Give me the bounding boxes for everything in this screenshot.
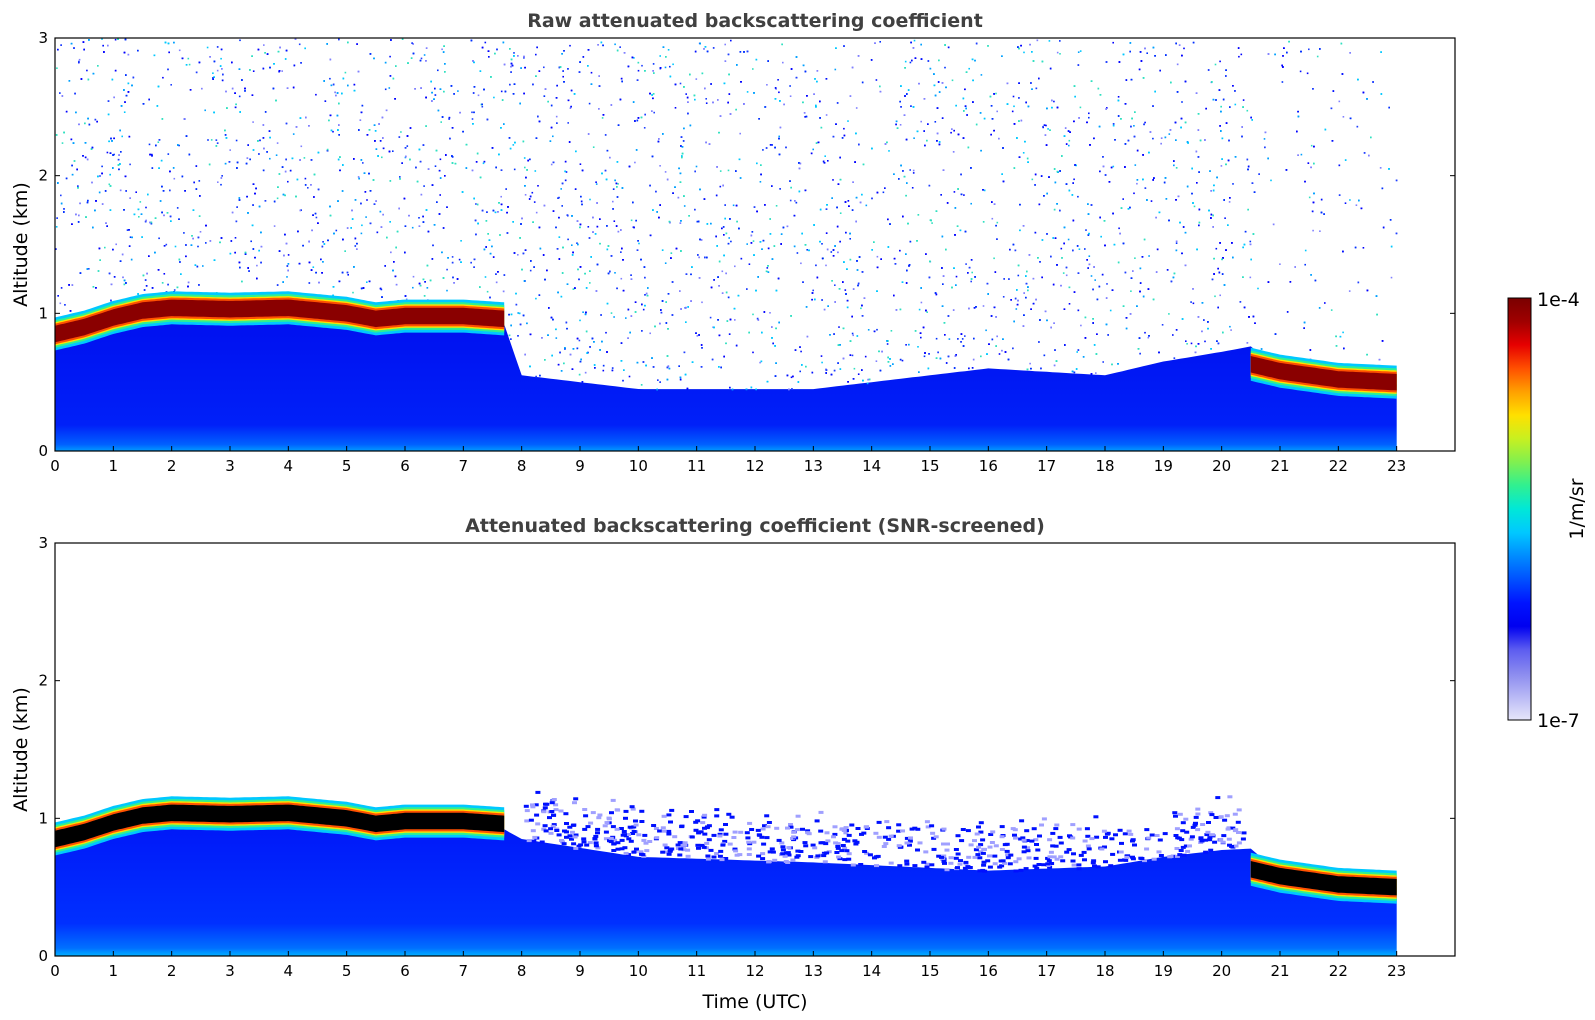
- x-tick-label: 4: [284, 457, 294, 475]
- noise-speckles: [523, 790, 1247, 873]
- x-tick-label: 11: [687, 962, 706, 980]
- x-tick-label: 17: [1037, 962, 1056, 980]
- x-tick-label: 15: [920, 962, 939, 980]
- heatmap-area: [55, 790, 1397, 956]
- cloud-layer-band: [55, 804, 505, 848]
- y-tick-label: 0: [38, 442, 48, 460]
- x-tick-label: 11: [687, 457, 706, 475]
- x-tick-label: 12: [745, 457, 764, 475]
- x-tick-label: 23: [1387, 457, 1406, 475]
- x-tick-label: 16: [979, 962, 998, 980]
- x-tick-label: 1: [109, 457, 119, 475]
- raw-backscatter-panel: Raw attenuated backscattering coefficien…: [10, 10, 1456, 475]
- x-tick-label: 7: [459, 457, 469, 475]
- x-tick-label: 14: [862, 962, 881, 980]
- y-axis-label: Altitude (km): [10, 687, 32, 812]
- boundary-layer-region: [55, 320, 1397, 451]
- x-tick-label: 15: [920, 457, 939, 475]
- x-tick-label: 13: [804, 962, 823, 980]
- axis-ticks: 0 1 2 3 4 5 6 7 8 9 10 11 12 13 14 15 16 17 18 19 20 21 22 2301…: [38, 534, 1455, 980]
- x-tick-label: 1: [109, 962, 119, 980]
- cloud-layer-band: [1250, 861, 1397, 896]
- x-tick-label: 3: [225, 962, 235, 980]
- cloud-layer-band: [1250, 356, 1397, 391]
- y-tick-label: 3: [38, 534, 48, 552]
- x-tick-label: 5: [342, 962, 352, 980]
- y-axis-label: Altitude (km): [10, 182, 32, 307]
- y-tick-label: 1: [38, 809, 48, 827]
- x-tick-label: 0: [50, 457, 60, 475]
- y-tick-label: 2: [38, 167, 48, 185]
- x-tick-label: 8: [517, 457, 527, 475]
- y-tick-label: 0: [38, 947, 48, 965]
- x-tick-label: 4: [284, 962, 294, 980]
- x-tick-label: 20: [1212, 457, 1231, 475]
- boundary-layer-region: [55, 825, 1397, 956]
- x-tick-label: 19: [1154, 457, 1173, 475]
- x-tick-label: 22: [1329, 457, 1348, 475]
- y-tick-label: 3: [38, 29, 48, 47]
- x-tick-label: 18: [1095, 962, 1114, 980]
- panel-title: Attenuated backscattering coefficient (S…: [465, 515, 1045, 537]
- x-tick-label: 21: [1270, 457, 1289, 475]
- cloud-layer-band: [55, 299, 505, 343]
- x-tick-label: 8: [517, 962, 527, 980]
- x-tick-label: 2: [167, 457, 177, 475]
- x-tick-label: 13: [804, 457, 823, 475]
- x-tick-label: 7: [459, 962, 469, 980]
- noise-speckles: [55, 38, 1398, 391]
- snr-screened-panel: Attenuated backscattering coefficient (S…: [10, 515, 1456, 1013]
- x-tick-label: 2: [167, 962, 177, 980]
- colorbar-gradient: [1507, 297, 1532, 721]
- x-tick-label: 12: [745, 962, 764, 980]
- x-tick-label: 20: [1212, 962, 1231, 980]
- x-tick-label: 10: [629, 962, 648, 980]
- x-tick-label: 0: [50, 962, 60, 980]
- x-tick-label: 3: [225, 457, 235, 475]
- x-tick-label: 9: [575, 457, 585, 475]
- axis-ticks: 0 1 2 3 4 5 6 7 8 9 10 11 12 13 14 15 16 17 18 19 20 21 22 2301…: [38, 29, 1455, 475]
- y-tick-label: 2: [38, 672, 48, 690]
- colorbar-units-label: 1/m/sr: [1566, 478, 1588, 539]
- x-tick-label: 16: [979, 457, 998, 475]
- panel-title: Raw attenuated backscattering coefficien…: [527, 10, 983, 32]
- x-tick-label: 17: [1037, 457, 1056, 475]
- x-tick-label: 18: [1095, 457, 1114, 475]
- colorbar-top-label: 1e-4: [1537, 289, 1580, 311]
- colorbar: 1e-4 1e-7 1/m/sr: [1507, 289, 1588, 732]
- y-tick-label: 1: [38, 304, 48, 322]
- x-tick-label: 10: [629, 457, 648, 475]
- x-tick-label: 21: [1270, 962, 1289, 980]
- x-tick-label: 23: [1387, 962, 1406, 980]
- x-tick-label: 6: [400, 962, 410, 980]
- x-tick-label: 19: [1154, 962, 1173, 980]
- x-tick-label: 9: [575, 962, 585, 980]
- x-axis-label: Time (UTC): [701, 991, 807, 1013]
- heatmap-area: [55, 38, 1398, 451]
- x-tick-label: 5: [342, 457, 352, 475]
- x-tick-label: 6: [400, 457, 410, 475]
- x-tick-label: 22: [1329, 962, 1348, 980]
- x-tick-label: 14: [862, 457, 881, 475]
- colorbar-bottom-label: 1e-7: [1537, 710, 1580, 732]
